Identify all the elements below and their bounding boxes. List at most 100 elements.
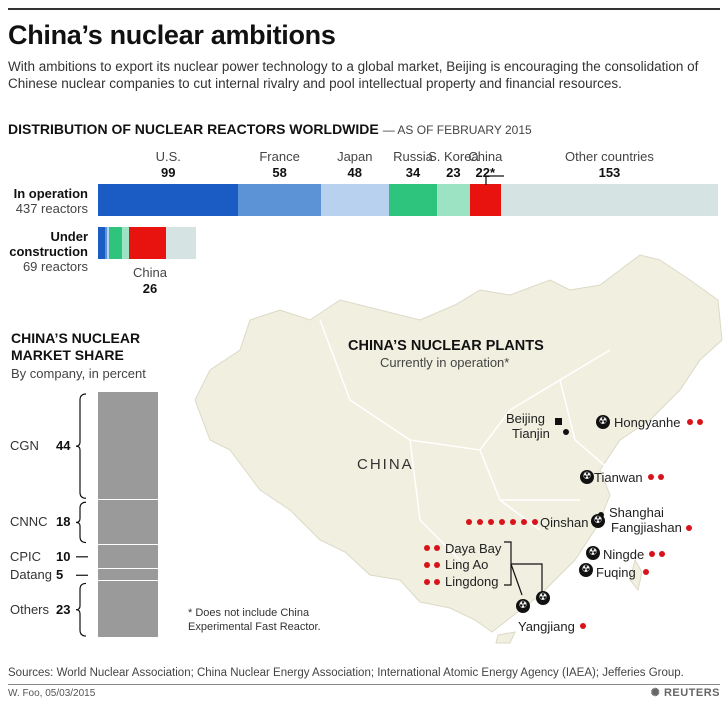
reactor-dot-tianwan	[648, 474, 654, 480]
bar-segment-operation-russia	[388, 184, 438, 216]
country-name: China	[468, 149, 503, 164]
row-count-operation: 437 reactors	[15, 201, 88, 216]
market-share-brackets	[76, 393, 88, 637]
row-label-construction: Under construction 69 reactors	[8, 229, 88, 274]
reactor-dot-yangjiang	[580, 623, 586, 629]
nuclear-icon: ☢	[516, 599, 530, 613]
bar-segment-construction-us	[98, 227, 106, 259]
bar-segment-operation-us	[98, 184, 239, 216]
country-label-us: U.S. 99	[113, 149, 223, 181]
reactor-dot-lingdong	[434, 579, 440, 585]
bar-segment-operation-china	[469, 184, 501, 216]
row-label-operation: In operation 437 reactors	[8, 186, 88, 216]
plant-ling-ao: Ling Ao	[445, 557, 489, 572]
distribution-subtitle: — AS OF FEBRUARY 2015	[382, 123, 532, 137]
share-value-datang: 5	[56, 567, 64, 583]
share-name-cpic: CPIC	[10, 548, 42, 564]
guangdong-bracket	[504, 541, 543, 596]
reactor-dot-qinshan	[488, 519, 494, 525]
plant-yangjiang: Yangjiang	[518, 619, 575, 634]
city-beijing: Beijing	[506, 411, 546, 426]
top-rule	[8, 8, 720, 10]
nuclear-icon: ☢	[591, 514, 605, 528]
bar-segment-operation-france	[238, 184, 321, 216]
share-bracket	[76, 393, 87, 499]
reactor-dot-ling-ao	[434, 562, 440, 568]
share-name-others: Others	[10, 601, 50, 617]
china-construction-label: China 26	[120, 265, 180, 297]
bar-segment-construction-japan	[106, 227, 110, 259]
city-tianjin: Tianjin	[512, 426, 550, 441]
share-value-others: 23	[56, 601, 71, 617]
country-label-russia: Russia 34	[358, 149, 468, 181]
china-construction-value: 26	[142, 281, 158, 296]
share-name-cgn: CGN	[10, 438, 39, 454]
map-subtitle: Currently in operation*	[380, 355, 510, 370]
share-value-cgn: 44	[56, 438, 71, 454]
reactor-dot-qinshan	[499, 519, 505, 525]
share-value-cpic: 10	[56, 548, 71, 564]
reactor-dot-qinshan	[510, 519, 516, 525]
reuters-logo-text: REUTERS	[663, 687, 720, 699]
reactor-dot-qinshan	[466, 519, 472, 525]
country-label-japan: Japan 48	[300, 149, 410, 181]
footer-rule	[8, 684, 720, 685]
country-name: U.S.	[155, 149, 181, 164]
share-segment-others	[98, 581, 158, 638]
china-landmass	[194, 254, 723, 633]
row-name-operation: In operation	[13, 186, 88, 201]
reactor-dot-daya-bay	[434, 545, 440, 551]
page-subtitle: With ambitions to export its nuclear pow…	[8, 59, 699, 91]
china-map	[194, 254, 723, 644]
country-value: 58	[272, 165, 287, 180]
bar-segment-construction-china	[129, 227, 167, 259]
market-share-subtitle: By company, in percent	[11, 366, 146, 381]
reactor-dot-daya-bay	[424, 545, 430, 551]
country-name: Other countries	[565, 149, 654, 164]
nuclear-icon: ☢	[580, 470, 594, 484]
nuclear-icon: ☢	[536, 591, 550, 605]
reactor-dot-ningde	[659, 551, 665, 557]
reactor-dot-ling-ao	[424, 562, 430, 568]
map-country-label: CHINA	[357, 456, 414, 473]
country-value: 23	[446, 165, 461, 180]
bar-segment-operation-other	[500, 184, 718, 216]
bar-segment-operation-skorea	[437, 184, 470, 216]
share-bracket	[76, 501, 87, 544]
plant-fuqing: Fuqing	[596, 565, 636, 580]
share-bracket	[76, 582, 87, 637]
footnote: * Does not include China Experimental Fa…	[188, 607, 321, 633]
country-name: France	[259, 149, 300, 164]
bar-segment-construction-other	[166, 227, 196, 259]
country-name: S. Korea	[428, 149, 479, 164]
country-value: 153	[598, 165, 621, 180]
bar-segment-construction-russia	[109, 227, 123, 259]
plant-daya-bay: Daya Bay	[445, 541, 502, 556]
reactor-dot-fangjiashan	[686, 525, 692, 531]
map-title: CHINA’S NUCLEAR PLANTS	[348, 338, 544, 354]
reuters-logo: ✺ REUTERS	[651, 686, 720, 699]
plant-tianwan: Tianwan	[594, 470, 643, 485]
reactor-dot-hongyanhe	[687, 419, 693, 425]
share-segment-cgn	[98, 392, 158, 501]
plant-fangjiashan: Fangjiashan	[611, 520, 682, 535]
country-value: 99	[160, 165, 176, 180]
province-borders	[319, 319, 611, 561]
country-label-skorea: S. Korea 23	[398, 149, 508, 181]
share-name-datang: Datang	[10, 567, 52, 583]
country-label-other: Other countries 153	[554, 149, 664, 181]
plant-hongyanhe: Hongyanhe	[614, 415, 681, 430]
share-value-cnnc: 18	[56, 514, 71, 530]
city-shanghai: Shanghai	[609, 505, 664, 520]
country-value: 48	[347, 165, 363, 180]
bar-segment-construction-france	[105, 227, 107, 259]
taiwan	[629, 558, 643, 592]
city-marker-beijing	[555, 418, 562, 425]
page-title: China’s nuclear ambitions	[8, 20, 336, 50]
china-construction-name: China	[133, 265, 167, 280]
nuclear-icon: ☢	[579, 563, 593, 577]
distribution-title: DISTRIBUTION OF NUCLEAR REACTORS WORLDWI…	[8, 121, 379, 137]
china-bracket	[485, 175, 504, 185]
country-value: 34	[405, 165, 421, 180]
bar-segment-construction-skorea	[122, 227, 130, 259]
